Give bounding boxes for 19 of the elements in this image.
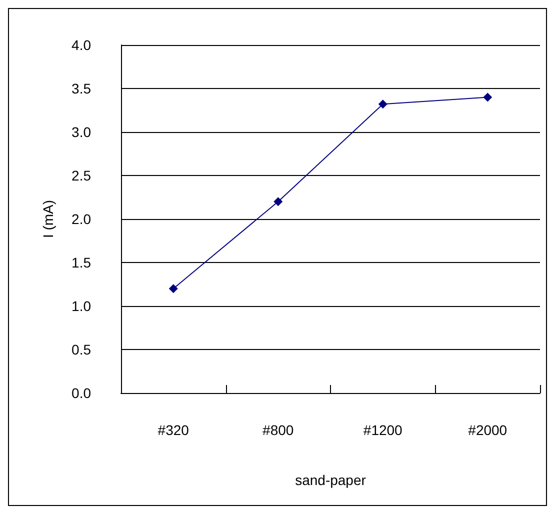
y-tick-label: 3.0 xyxy=(72,124,92,140)
x-tick-label: #1200 xyxy=(363,422,403,438)
point xyxy=(483,92,492,102)
y-tick-label: 3.5 xyxy=(72,80,92,96)
x-axis-title: sand-paper xyxy=(295,472,366,488)
point xyxy=(378,100,388,109)
y-tick-label: 4.0 xyxy=(72,37,92,53)
point xyxy=(274,197,283,206)
point xyxy=(168,284,178,294)
y-tick-label: 0.5 xyxy=(72,342,92,358)
y-tick-label: 1.0 xyxy=(72,298,92,314)
x-tick-label: #800 xyxy=(262,422,294,438)
y-tick-label: 2.0 xyxy=(72,211,92,227)
y-axis-title: I (mA) xyxy=(40,200,56,238)
x-tick-label: #320 xyxy=(158,422,190,438)
x-tick-label: #2000 xyxy=(468,422,508,438)
y-tick-label: 1.5 xyxy=(72,254,92,270)
y-tick-label: 2.5 xyxy=(72,168,92,184)
y-tick-label: 0.0 xyxy=(72,385,92,401)
